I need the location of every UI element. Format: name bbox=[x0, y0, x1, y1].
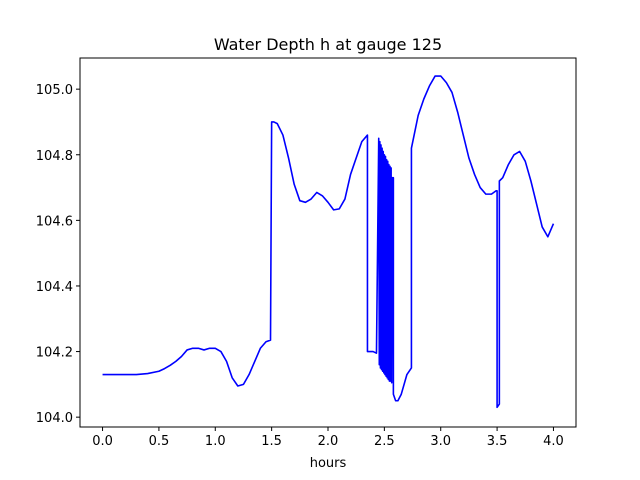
x-tick-label: 2.0 bbox=[318, 434, 339, 449]
y-tick-label: 105.0 bbox=[36, 83, 73, 98]
x-tick-label: 4.0 bbox=[543, 434, 564, 449]
x-tick-label: 1.0 bbox=[205, 434, 226, 449]
y-tick-label: 104.6 bbox=[36, 214, 73, 229]
x-tick-label: 0.5 bbox=[149, 434, 170, 449]
series-line-0 bbox=[102, 75, 555, 409]
y-axis-ticks: 104.0 104.2 104.4 104.6 104.8 105.0 bbox=[36, 83, 80, 426]
plot-area bbox=[102, 75, 555, 409]
x-tick-label: 2.5 bbox=[374, 434, 395, 449]
x-tick-label: 1.5 bbox=[261, 434, 282, 449]
y-tick-label: 104.0 bbox=[36, 411, 73, 426]
y-tick-label: 104.4 bbox=[36, 280, 73, 295]
y-tick-label: 104.2 bbox=[36, 346, 73, 361]
chart-title: Water Depth h at gauge 125 bbox=[214, 35, 442, 54]
x-axis-label: hours bbox=[310, 456, 347, 471]
axes-frame bbox=[79, 57, 577, 428]
x-tick-label: 3.0 bbox=[430, 434, 451, 449]
x-axis-ticks: 0.0 0.5 1.0 1.5 2.0 2.5 3.0 3.5 4.0 bbox=[92, 427, 564, 449]
x-tick-label: 0.0 bbox=[92, 434, 113, 449]
y-tick-label: 104.8 bbox=[36, 149, 73, 164]
x-tick-label: 3.5 bbox=[487, 434, 508, 449]
